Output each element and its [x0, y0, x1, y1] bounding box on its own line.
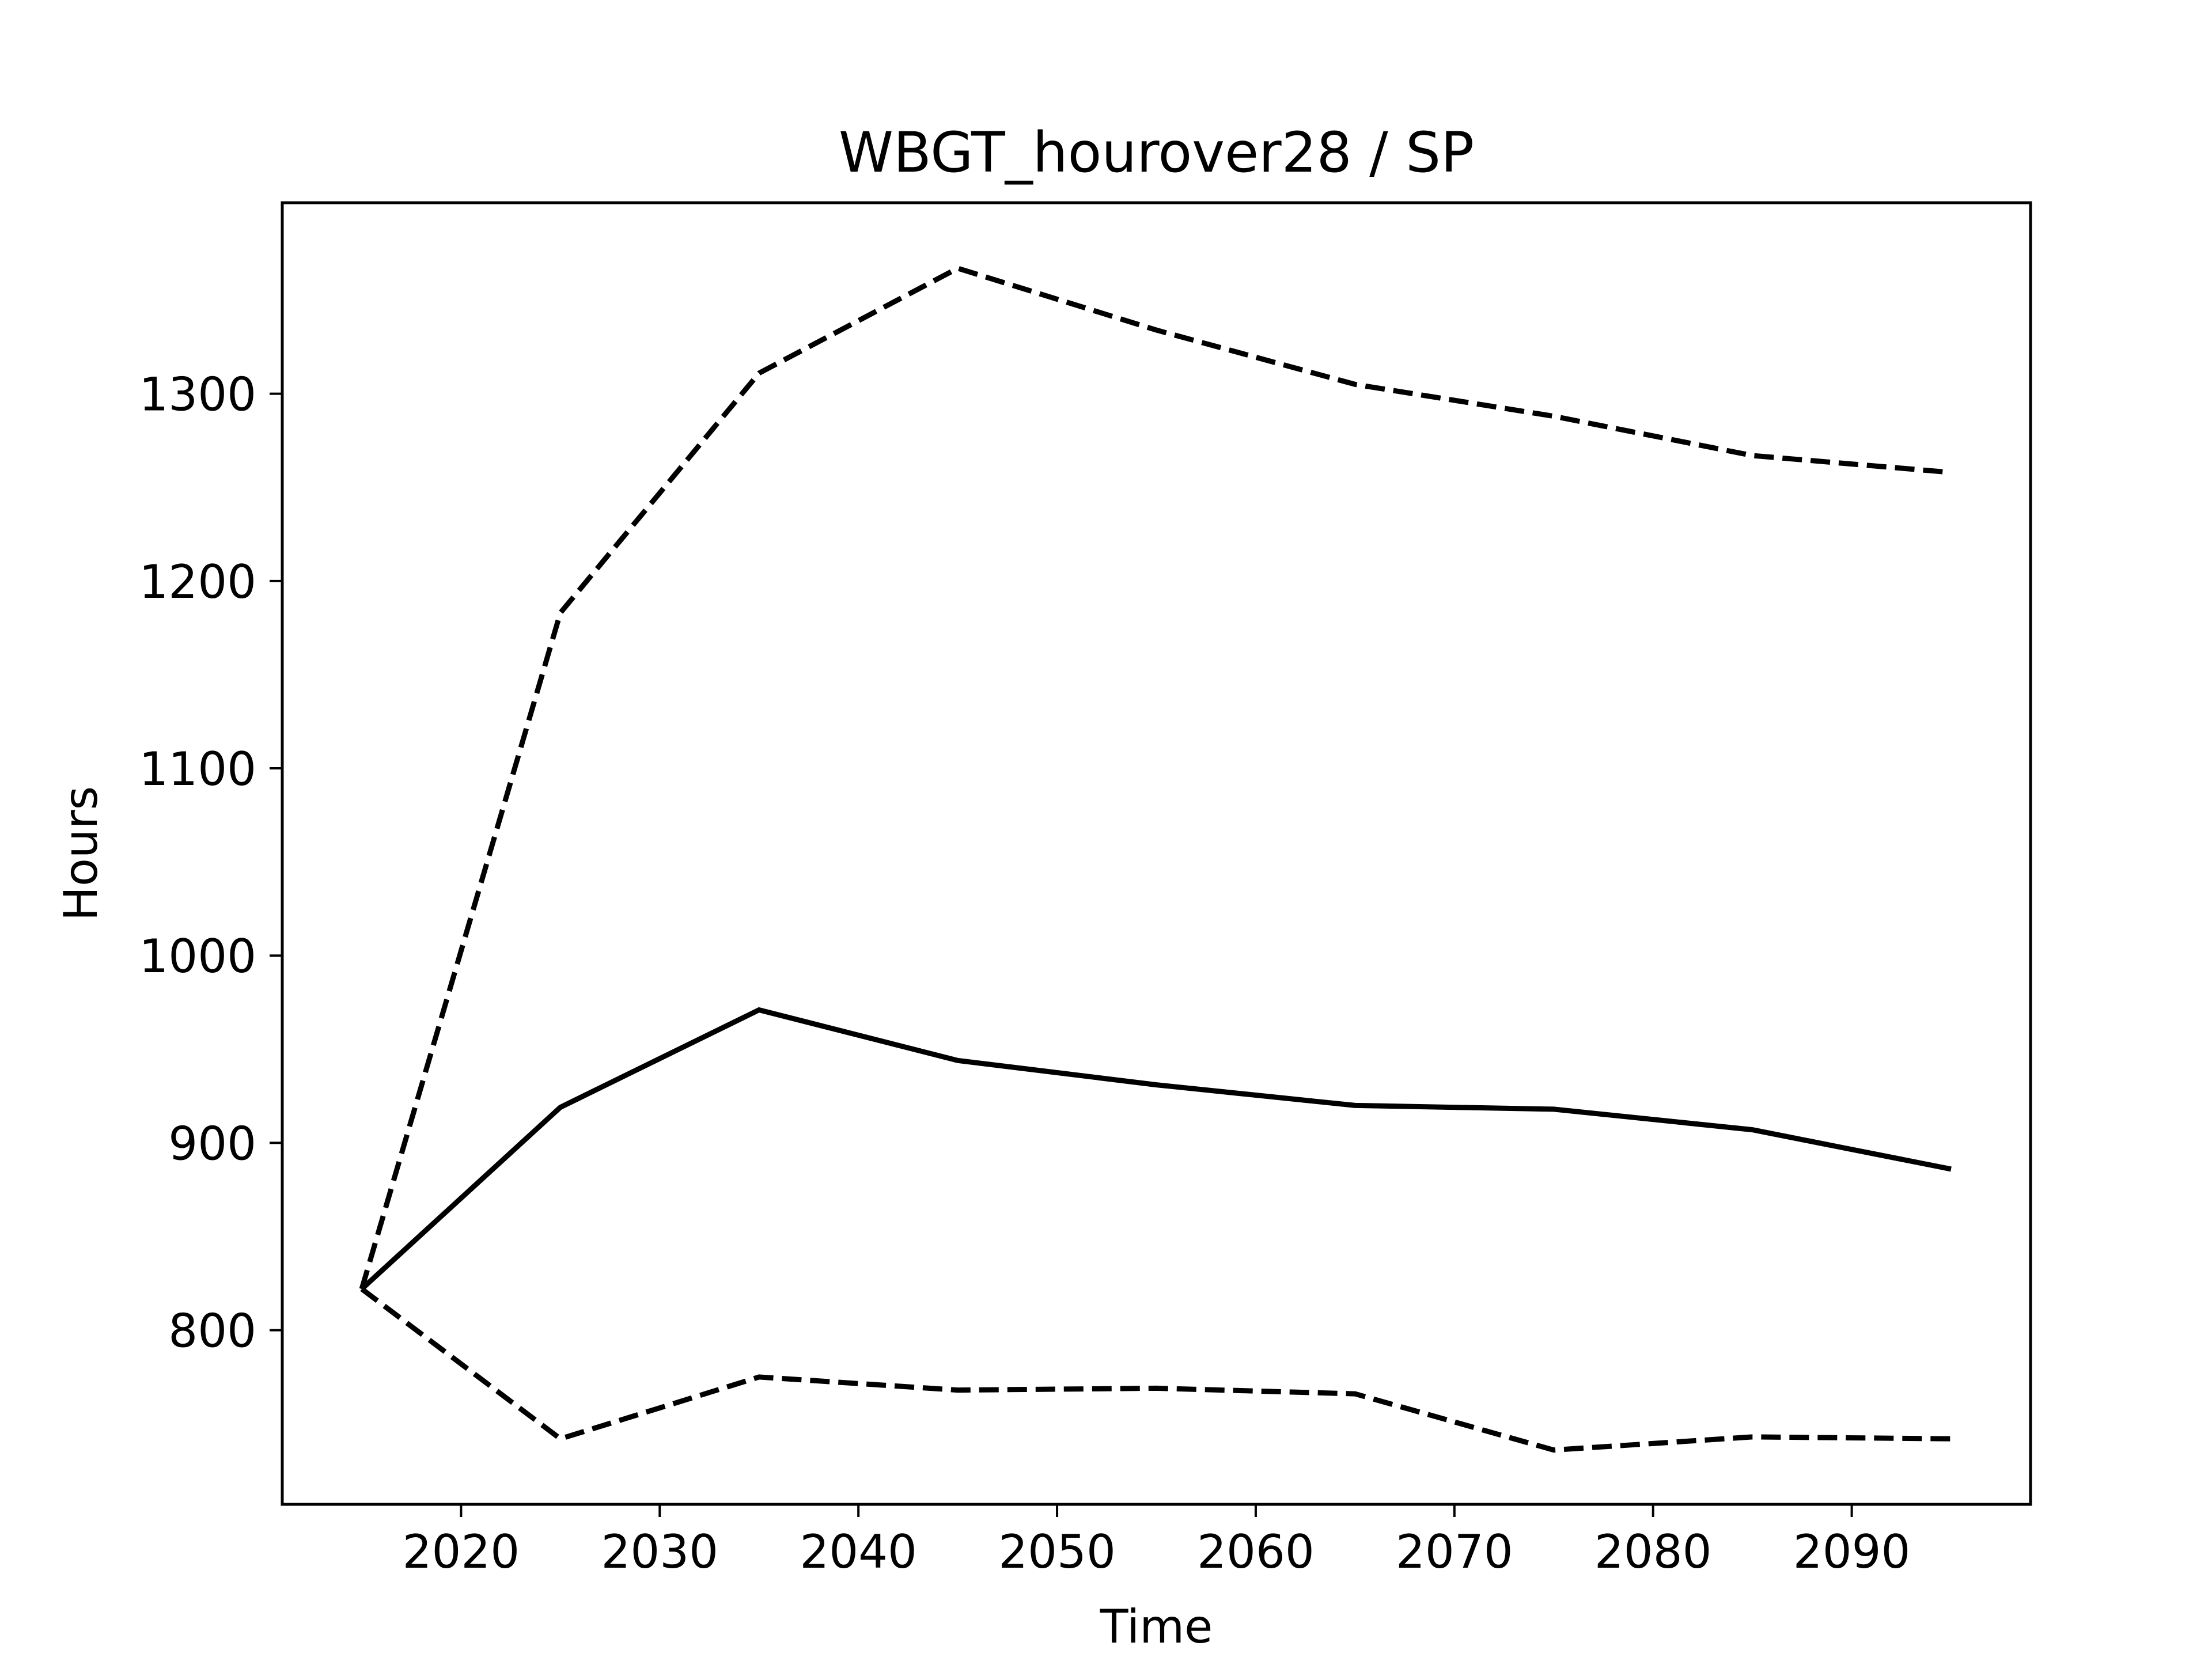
ticks-layer: 2020 2030 2040 2050 2060 2070 2080 2090 800 900 10… — [139, 368, 1910, 1579]
x-tick-label: 2020 — [403, 1525, 520, 1579]
y-tick-label: 1100 — [139, 742, 256, 796]
x-tick-label: 2070 — [1396, 1525, 1513, 1579]
y-tick-label: 1300 — [139, 368, 256, 422]
x-tick-label: 2050 — [998, 1525, 1116, 1579]
x-tick-label: 2080 — [1594, 1525, 1712, 1579]
y-tick-label: 800 — [168, 1304, 256, 1358]
x-axis-label: Time — [1100, 1600, 1213, 1654]
lower-bound-series-line — [360, 1287, 1952, 1453]
y-tick-label: 1000 — [139, 930, 256, 983]
chart-title: WBGT_hourover28 / SP — [839, 120, 1474, 185]
x-tick-label: 2030 — [601, 1525, 718, 1579]
plot-area-frame — [281, 201, 2032, 1506]
y-axis-label: Hours — [54, 786, 108, 921]
x-tick-label: 2040 — [800, 1525, 917, 1579]
upper-bound-series-line — [359, 265, 1952, 1290]
y-tick-label: 900 — [168, 1117, 256, 1170]
x-tick-label: 2060 — [1197, 1525, 1315, 1579]
y-tick-label: 1200 — [139, 555, 256, 609]
x-tick-label: 2090 — [1793, 1525, 1911, 1579]
median-series-line — [359, 1007, 1952, 1291]
series-layer — [359, 265, 1952, 1453]
